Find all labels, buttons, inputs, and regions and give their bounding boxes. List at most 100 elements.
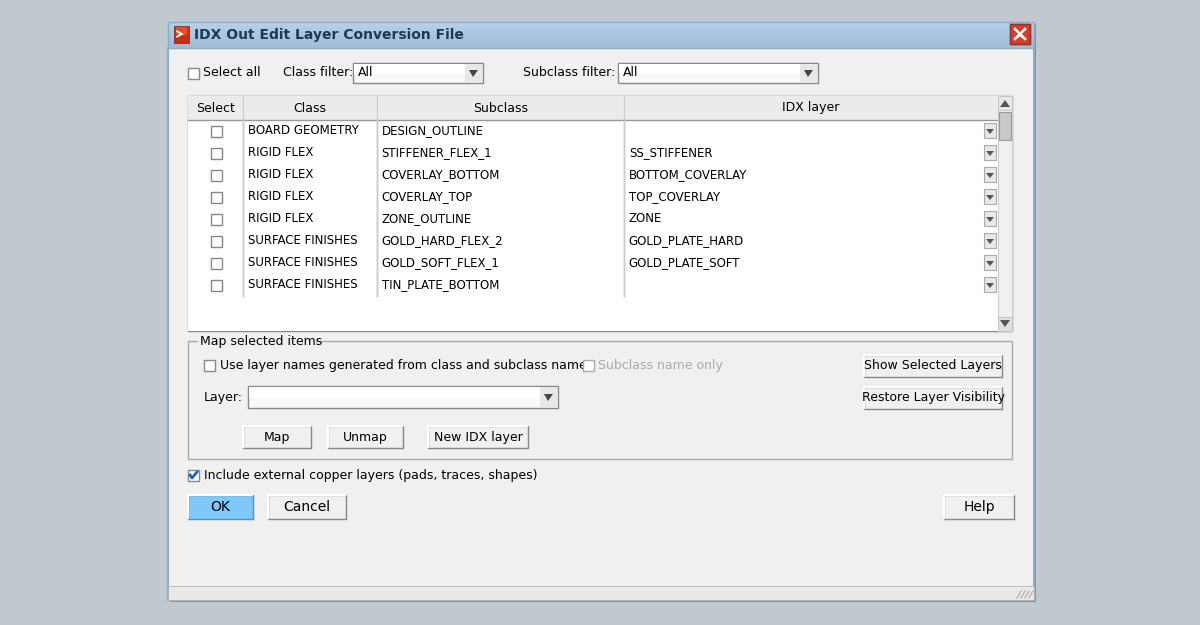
Bar: [188, 120, 998, 142]
Text: Help: Help: [964, 500, 995, 514]
Bar: [188, 96, 1012, 331]
Bar: [168, 41, 1034, 42]
Bar: [946, 496, 1014, 519]
Bar: [188, 296, 998, 331]
Bar: [168, 46, 1034, 47]
Bar: [210, 192, 222, 203]
Text: Map selected items: Map selected items: [200, 334, 323, 348]
Bar: [168, 29, 1034, 30]
Polygon shape: [804, 70, 814, 77]
Bar: [168, 45, 1034, 46]
Bar: [618, 63, 818, 83]
Bar: [428, 426, 528, 448]
Bar: [354, 64, 482, 74]
Bar: [466, 64, 482, 82]
Text: Class: Class: [294, 101, 326, 114]
Text: IDX layer: IDX layer: [782, 101, 840, 114]
Bar: [998, 317, 1012, 331]
Bar: [800, 64, 817, 82]
Text: SURFACE FINISHES: SURFACE FINISHES: [248, 279, 358, 291]
Text: Layer:: Layer:: [204, 391, 242, 404]
Text: SURFACE FINISHES: SURFACE FINISHES: [248, 256, 358, 269]
Text: RIGID FLEX: RIGID FLEX: [248, 146, 313, 159]
Bar: [998, 112, 1010, 140]
Bar: [984, 145, 996, 160]
Polygon shape: [986, 195, 994, 200]
Text: ZONE: ZONE: [629, 213, 662, 226]
Bar: [865, 388, 1002, 409]
Bar: [168, 23, 1034, 24]
Text: Select: Select: [196, 101, 235, 114]
Bar: [210, 126, 222, 137]
Bar: [864, 387, 1002, 409]
Bar: [984, 123, 996, 138]
Text: Include external copper layers (pads, traces, shapes): Include external copper layers (pads, tr…: [204, 469, 538, 481]
Text: STIFFENER_FLEX_1: STIFFENER_FLEX_1: [382, 146, 492, 159]
Text: Use layer names generated from class and subclass names: Use layer names generated from class and…: [220, 359, 593, 371]
Text: Class filter:: Class filter:: [283, 66, 353, 79]
Bar: [210, 258, 222, 269]
Bar: [864, 355, 1002, 377]
Bar: [984, 167, 996, 182]
Bar: [269, 496, 346, 519]
Text: GOLD_PLATE_SOFT: GOLD_PLATE_SOFT: [629, 256, 740, 269]
Bar: [168, 32, 1034, 33]
Bar: [168, 30, 1034, 31]
Bar: [864, 387, 1002, 409]
Text: BOTTOM_COVERLAY: BOTTOM_COVERLAY: [629, 169, 748, 181]
Bar: [944, 495, 1014, 519]
Bar: [353, 63, 482, 83]
Text: COVERLAY_TOP: COVERLAY_TOP: [382, 191, 473, 204]
Text: RIGID FLEX: RIGID FLEX: [248, 213, 313, 226]
Bar: [250, 387, 557, 398]
Text: Unmap: Unmap: [343, 431, 388, 444]
Text: RIGID FLEX: RIGID FLEX: [248, 169, 313, 181]
Bar: [188, 495, 253, 519]
Bar: [984, 277, 996, 292]
Text: SS_STIFFENER: SS_STIFFENER: [629, 146, 713, 159]
Bar: [188, 470, 199, 481]
Bar: [984, 233, 996, 248]
Text: Subclass: Subclass: [473, 101, 528, 114]
Text: Restore Layer Visibility: Restore Layer Visibility: [862, 391, 1004, 404]
Bar: [540, 387, 557, 407]
Bar: [583, 360, 594, 371]
Bar: [998, 317, 1012, 331]
Polygon shape: [986, 129, 994, 134]
Bar: [168, 22, 1034, 23]
Bar: [268, 495, 346, 519]
Text: All: All: [623, 66, 638, 79]
Text: All: All: [358, 66, 373, 79]
Bar: [944, 495, 1014, 519]
Polygon shape: [986, 283, 994, 288]
Text: Show Selected Layers: Show Selected Layers: [864, 359, 1002, 372]
Text: RIGID FLEX: RIGID FLEX: [248, 191, 313, 204]
Bar: [168, 31, 1034, 32]
Bar: [242, 426, 311, 448]
Bar: [204, 360, 215, 371]
Text: DESIGN_OUTLINE: DESIGN_OUTLINE: [382, 124, 484, 138]
Bar: [188, 208, 998, 230]
Bar: [984, 255, 996, 270]
Bar: [168, 586, 1034, 600]
Bar: [168, 26, 1034, 27]
Bar: [168, 22, 1034, 48]
Text: Cancel: Cancel: [283, 500, 330, 514]
Bar: [210, 170, 222, 181]
Text: ZONE_OUTLINE: ZONE_OUTLINE: [382, 213, 472, 226]
Text: GOLD_HARD_FLEX_2: GOLD_HARD_FLEX_2: [382, 234, 503, 248]
Bar: [174, 26, 190, 43]
Text: OK: OK: [210, 500, 230, 514]
Bar: [1010, 24, 1030, 44]
Bar: [190, 496, 253, 519]
Bar: [865, 356, 1002, 377]
Bar: [210, 148, 222, 159]
Bar: [328, 426, 403, 448]
Polygon shape: [986, 151, 994, 156]
Bar: [188, 164, 998, 186]
Bar: [168, 40, 1034, 41]
Text: BOARD GEOMETRY: BOARD GEOMETRY: [248, 124, 359, 138]
Bar: [188, 230, 998, 252]
Text: IDX Out Edit Layer Conversion File: IDX Out Edit Layer Conversion File: [194, 28, 464, 42]
Bar: [188, 341, 1012, 459]
